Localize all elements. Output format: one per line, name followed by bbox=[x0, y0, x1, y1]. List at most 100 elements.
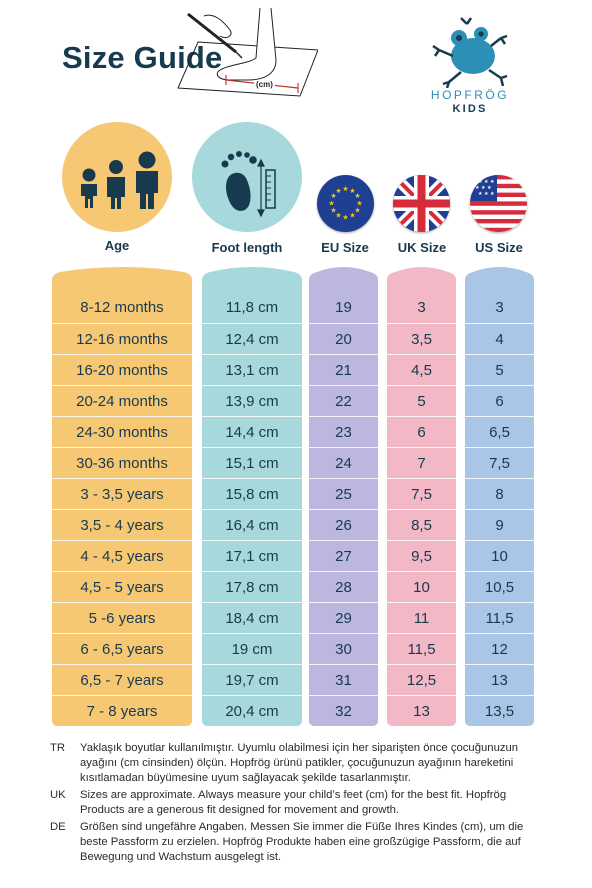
note-text: Sizes are approximate. Always measure yo… bbox=[80, 789, 507, 816]
column-foot-length: 11,8 cm 12,4 cm 13,1 cm 13,9 cm 14,4 cm 15,1 … bbox=[202, 266, 302, 729]
column-cap bbox=[309, 267, 378, 293]
header-us-size: US Size bbox=[475, 240, 523, 255]
svg-text:★: ★ bbox=[349, 187, 355, 195]
table-cell: 3 bbox=[417, 299, 426, 316]
eu-flag-icon: ★ ★★ ★★★ ★★★ ★★★ bbox=[328, 185, 362, 222]
page-title: Size Guide bbox=[62, 40, 223, 75]
table-cell: 17,1 cm bbox=[202, 540, 302, 571]
brand-logo: HOPFRÖG KIDS bbox=[420, 16, 520, 120]
table-cell: 19,7 cm bbox=[202, 664, 302, 695]
us-flag-circle: ★ ★ ★ ★ ★ ★ ★ ★ ★ bbox=[470, 175, 527, 232]
brand-name: HOPFRÖG bbox=[430, 88, 510, 102]
table-cell: 4 - 4,5 years bbox=[52, 540, 192, 571]
table-cell: 10 bbox=[465, 540, 534, 571]
column-cap bbox=[52, 267, 192, 293]
svg-text:★: ★ bbox=[481, 185, 486, 191]
column-uk-size: 3 3,5 4,5 5 6 7 7,5 8,5 9,5 10 11 11,5 12,5 13 bbox=[387, 266, 456, 729]
svg-text:★: ★ bbox=[484, 179, 489, 185]
table-cell: 7,5 bbox=[387, 478, 456, 509]
table-cell: 6,5 - 7 years bbox=[52, 664, 192, 695]
note-text: Größen sind ungefähre Angaben. Messen Si… bbox=[80, 821, 524, 863]
foot-measure-illustration bbox=[177, 8, 318, 97]
uk-flag-icon bbox=[393, 175, 450, 232]
column-cap bbox=[202, 267, 302, 293]
svg-text:★: ★ bbox=[475, 185, 480, 191]
measure-unit-label: (cm) bbox=[254, 80, 275, 89]
svg-text:★: ★ bbox=[487, 185, 492, 191]
note-lang: TR bbox=[50, 742, 66, 754]
uk-flag-circle bbox=[393, 175, 450, 232]
table-cell: 6 bbox=[465, 385, 534, 416]
table-cell: 30-36 months bbox=[52, 447, 192, 478]
children-icon bbox=[81, 151, 158, 209]
table-cell: 23 bbox=[309, 416, 378, 447]
column-us-size: 3 4 5 6 6,5 7,5 8 9 10 10,5 11,5 12 13 13,5 bbox=[465, 266, 534, 729]
table-cell: 10 bbox=[387, 571, 456, 602]
table-cell: 11,8 cm bbox=[225, 299, 279, 316]
table-cell: 13 bbox=[387, 695, 456, 726]
table-cell: 20 bbox=[309, 323, 378, 354]
us-flag-icon: ★ ★ ★ ★ ★ ★ ★ ★ ★ bbox=[470, 175, 527, 232]
table-cell: 7 - 8 years bbox=[52, 695, 192, 726]
foot-length-circle bbox=[192, 122, 302, 232]
table-cell: 13,9 cm bbox=[202, 385, 302, 416]
frog-icon bbox=[432, 17, 508, 88]
table-cell: 15,8 cm bbox=[202, 478, 302, 509]
header-foot-length: Foot length bbox=[211, 240, 283, 255]
svg-text:★: ★ bbox=[354, 207, 360, 215]
svg-text:★: ★ bbox=[335, 187, 341, 195]
table-cell: 11 bbox=[387, 602, 456, 633]
table-cell: 6 - 6,5 years bbox=[52, 633, 192, 664]
table-cell: 18,4 cm bbox=[202, 602, 302, 633]
eu-flag-circle: ★ ★ ★ ★ ★ ★ ★ ★ ★ ★ ★ ★ bbox=[317, 175, 374, 232]
table-cell: 13 bbox=[465, 664, 534, 695]
svg-text:★: ★ bbox=[490, 179, 495, 185]
table-cell: 8 bbox=[465, 478, 534, 509]
note-lang: DE bbox=[50, 821, 66, 833]
table-cell: 24 bbox=[309, 447, 378, 478]
table-cell: 19 cm bbox=[202, 633, 302, 664]
table-cell: 24-30 months bbox=[52, 416, 192, 447]
table-cell: 12,4 cm bbox=[202, 323, 302, 354]
header-age: Age bbox=[104, 238, 130, 253]
table-cell: 5 bbox=[387, 385, 456, 416]
column-rows: 3 3,5 4,5 5 6 7 7,5 8,5 9,5 10 11 11,5 12,5 13 bbox=[387, 292, 456, 726]
svg-text:★: ★ bbox=[354, 192, 360, 200]
table-cell: 26 bbox=[309, 509, 378, 540]
table-cell: 7,5 bbox=[465, 447, 534, 478]
table-cell: 14,4 cm bbox=[202, 416, 302, 447]
svg-text:★: ★ bbox=[342, 214, 348, 222]
svg-text:★: ★ bbox=[330, 207, 336, 215]
svg-text:★: ★ bbox=[478, 179, 483, 185]
table-cell: 16-20 months bbox=[52, 354, 192, 385]
column-eu-size: 19 20 21 22 23 24 25 26 27 28 29 30 31 32 bbox=[309, 266, 378, 729]
table-cell: 12 bbox=[465, 633, 534, 664]
svg-text:★: ★ bbox=[335, 212, 341, 220]
column-age: 8-12 months 12-16 months 16-20 months 20-24… bbox=[52, 266, 192, 729]
header-uk-size: UK Size bbox=[397, 240, 447, 255]
table-cell: 8-12 months bbox=[80, 299, 164, 316]
table-cell: 12-16 months bbox=[52, 323, 192, 354]
header-eu-size: EU Size bbox=[321, 240, 369, 255]
svg-text:★: ★ bbox=[478, 191, 483, 197]
column-rows: 3 4 5 6 6,5 7,5 8 9 10 10,5 11,5 12 13 13,5 bbox=[465, 292, 534, 726]
table-cell: 6,5 bbox=[465, 416, 534, 447]
table-cell: 11,5 bbox=[387, 633, 456, 664]
svg-text:★: ★ bbox=[330, 192, 336, 200]
table-cell: 15,1 cm bbox=[202, 447, 302, 478]
table-cell: 19 bbox=[335, 299, 352, 316]
table-cell: 8,5 bbox=[387, 509, 456, 540]
svg-text:★: ★ bbox=[342, 185, 348, 193]
table-cell: 9,5 bbox=[387, 540, 456, 571]
table-cell: 29 bbox=[309, 602, 378, 633]
note-uk: UK Sizes are approximate. Always measure… bbox=[50, 788, 550, 818]
table-cell: 3,5 - 4 years bbox=[52, 509, 192, 540]
table-cell: 7 bbox=[387, 447, 456, 478]
svg-text:★: ★ bbox=[484, 191, 489, 197]
note-text: Yaklaşık boyutlar kullanılmıştır. Uyumlu… bbox=[80, 742, 519, 784]
table-cell: 21 bbox=[309, 354, 378, 385]
column-cap bbox=[387, 267, 456, 293]
note-de: DE Größen sind ungefähre Angaben. Messen… bbox=[50, 820, 550, 865]
svg-text:★: ★ bbox=[356, 200, 362, 208]
table-cell: 13,5 bbox=[465, 695, 534, 726]
